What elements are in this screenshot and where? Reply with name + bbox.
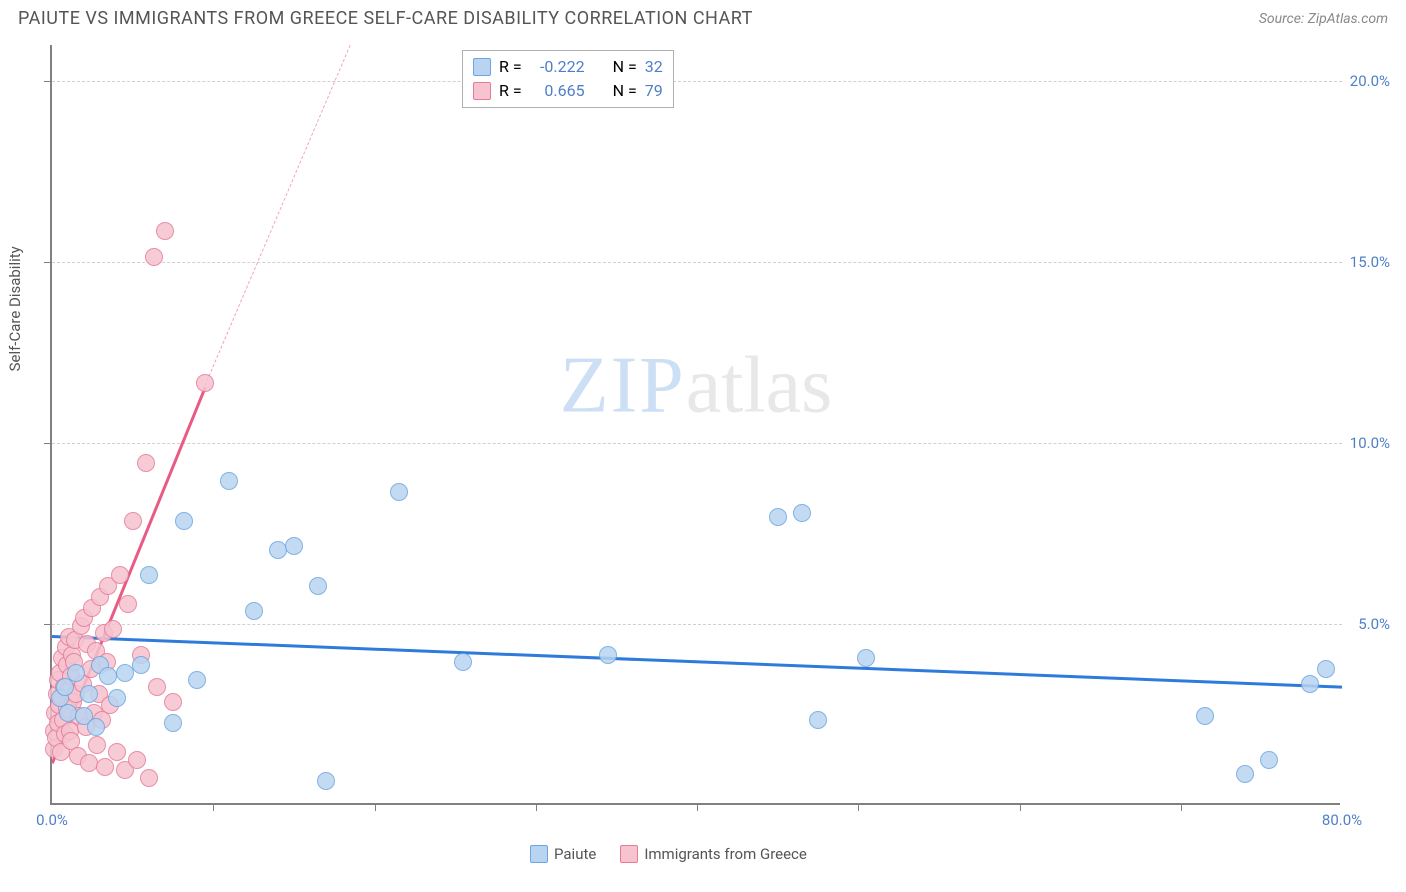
swatch-paiute <box>530 845 548 863</box>
x-tick <box>1020 803 1021 811</box>
scatter-point-paiute <box>175 512 193 530</box>
bottom-legend: Paiute Immigrants from Greece <box>530 845 807 863</box>
chart-container: Self-Care Disability ZIPatlas 5.0%10.0%1… <box>50 45 1390 835</box>
scatter-point-greece <box>145 248 163 266</box>
scatter-point-paiute <box>285 537 303 555</box>
watermark-zip: ZIP <box>560 342 686 430</box>
legend-label-paiute: Paiute <box>554 845 596 863</box>
scatter-point-greece <box>156 222 174 240</box>
source-attribution: Source: ZipAtlas.com <box>1259 11 1388 27</box>
scatter-point-paiute <box>80 685 98 703</box>
watermark: ZIPatlas <box>560 341 833 432</box>
y-tick <box>44 81 52 82</box>
scatter-point-paiute <box>140 566 158 584</box>
scatter-point-paiute <box>1236 765 1254 783</box>
scatter-point-paiute <box>108 689 126 707</box>
y-tick-label: 10.0% <box>1340 434 1390 452</box>
trend-line <box>205 45 351 386</box>
scatter-point-paiute <box>793 504 811 522</box>
scatter-point-paiute <box>454 653 472 671</box>
swatch-greece <box>620 845 638 863</box>
scatter-point-greece <box>137 454 155 472</box>
n-value-paiute: 32 <box>645 55 663 79</box>
x-tick <box>536 803 537 811</box>
plot-area: ZIPatlas 5.0%10.0%15.0%20.0%0.0%80.0% R … <box>50 45 1340 805</box>
n-label: N = <box>613 55 637 79</box>
scatter-point-paiute <box>164 714 182 732</box>
r-label: R = <box>499 79 522 103</box>
scatter-point-greece <box>148 678 166 696</box>
n-label: N = <box>613 79 637 103</box>
scatter-point-paiute <box>220 472 238 490</box>
scatter-point-greece <box>128 751 146 769</box>
y-tick <box>44 262 52 263</box>
n-value-greece: 79 <box>645 79 663 103</box>
stats-row-paiute: R = -0.222 N = 32 <box>473 55 663 79</box>
scatter-point-paiute <box>857 649 875 667</box>
x-tick <box>1181 803 1182 811</box>
scatter-point-greece <box>111 566 129 584</box>
r-value-greece: 0.665 <box>530 79 585 103</box>
scatter-point-paiute <box>1196 707 1214 725</box>
scatter-point-greece <box>124 512 142 530</box>
scatter-point-paiute <box>59 704 77 722</box>
scatter-point-greece <box>96 758 114 776</box>
scatter-point-paiute <box>769 508 787 526</box>
scatter-point-greece <box>164 693 182 711</box>
scatter-point-paiute <box>1301 675 1319 693</box>
trend-line <box>52 635 1342 689</box>
y-tick-label: 20.0% <box>1340 72 1390 90</box>
scatter-point-paiute <box>309 577 327 595</box>
gridline <box>52 262 1342 263</box>
y-tick-label: 15.0% <box>1340 253 1390 271</box>
scatter-point-paiute <box>1260 751 1278 769</box>
scatter-point-paiute <box>245 602 263 620</box>
scatter-point-paiute <box>188 671 206 689</box>
scatter-point-greece <box>119 595 137 613</box>
scatter-point-paiute <box>56 678 74 696</box>
gridline <box>52 81 1342 82</box>
x-tick <box>697 803 698 811</box>
x-tick <box>375 803 376 811</box>
scatter-point-paiute <box>599 646 617 664</box>
scatter-point-greece <box>108 743 126 761</box>
chart-title: PAIUTE VS IMMIGRANTS FROM GREECE SELF-CA… <box>18 8 753 29</box>
legend-item-paiute: Paiute <box>530 845 596 863</box>
swatch-greece <box>473 82 491 100</box>
scatter-point-paiute <box>67 664 85 682</box>
scatter-point-greece <box>140 769 158 787</box>
scatter-point-paiute <box>1317 660 1335 678</box>
legend-label-greece: Immigrants from Greece <box>644 845 807 863</box>
scatter-point-paiute <box>317 772 335 790</box>
y-tick <box>44 443 52 444</box>
r-label: R = <box>499 55 522 79</box>
watermark-atlas: atlas <box>686 342 833 430</box>
scatter-point-paiute <box>132 656 150 674</box>
x-axis-label-max: 80.0% <box>1322 811 1362 829</box>
gridline <box>52 443 1342 444</box>
scatter-point-greece <box>196 374 214 392</box>
scatter-point-greece <box>88 736 106 754</box>
gridline <box>52 624 1342 625</box>
swatch-paiute <box>473 58 491 76</box>
scatter-point-paiute <box>809 711 827 729</box>
scatter-point-greece <box>80 754 98 772</box>
y-tick-label: 5.0% <box>1340 615 1390 633</box>
scatter-point-greece <box>104 620 122 638</box>
y-axis-title: Self-Care Disability <box>6 246 24 371</box>
scatter-point-paiute <box>87 718 105 736</box>
stats-row-greece: R = 0.665 N = 79 <box>473 79 663 103</box>
stats-legend-box: R = -0.222 N = 32 R = 0.665 N = 79 <box>462 50 674 108</box>
x-tick <box>858 803 859 811</box>
y-tick <box>44 624 52 625</box>
legend-item-greece: Immigrants from Greece <box>620 845 807 863</box>
scatter-point-paiute <box>390 483 408 501</box>
x-tick <box>213 803 214 811</box>
r-value-paiute: -0.222 <box>530 55 585 79</box>
x-axis-label-min: 0.0% <box>36 811 68 829</box>
